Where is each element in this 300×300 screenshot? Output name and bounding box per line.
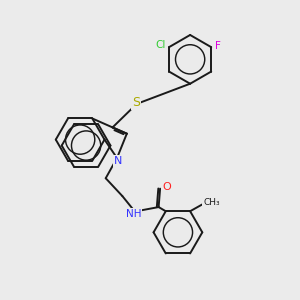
- Text: O: O: [162, 182, 171, 193]
- Text: S: S: [132, 96, 140, 109]
- Text: N: N: [114, 156, 122, 166]
- Text: F: F: [215, 41, 221, 51]
- Text: CH₃: CH₃: [203, 198, 220, 207]
- Text: Cl: Cl: [155, 40, 166, 50]
- Text: NH: NH: [126, 209, 141, 219]
